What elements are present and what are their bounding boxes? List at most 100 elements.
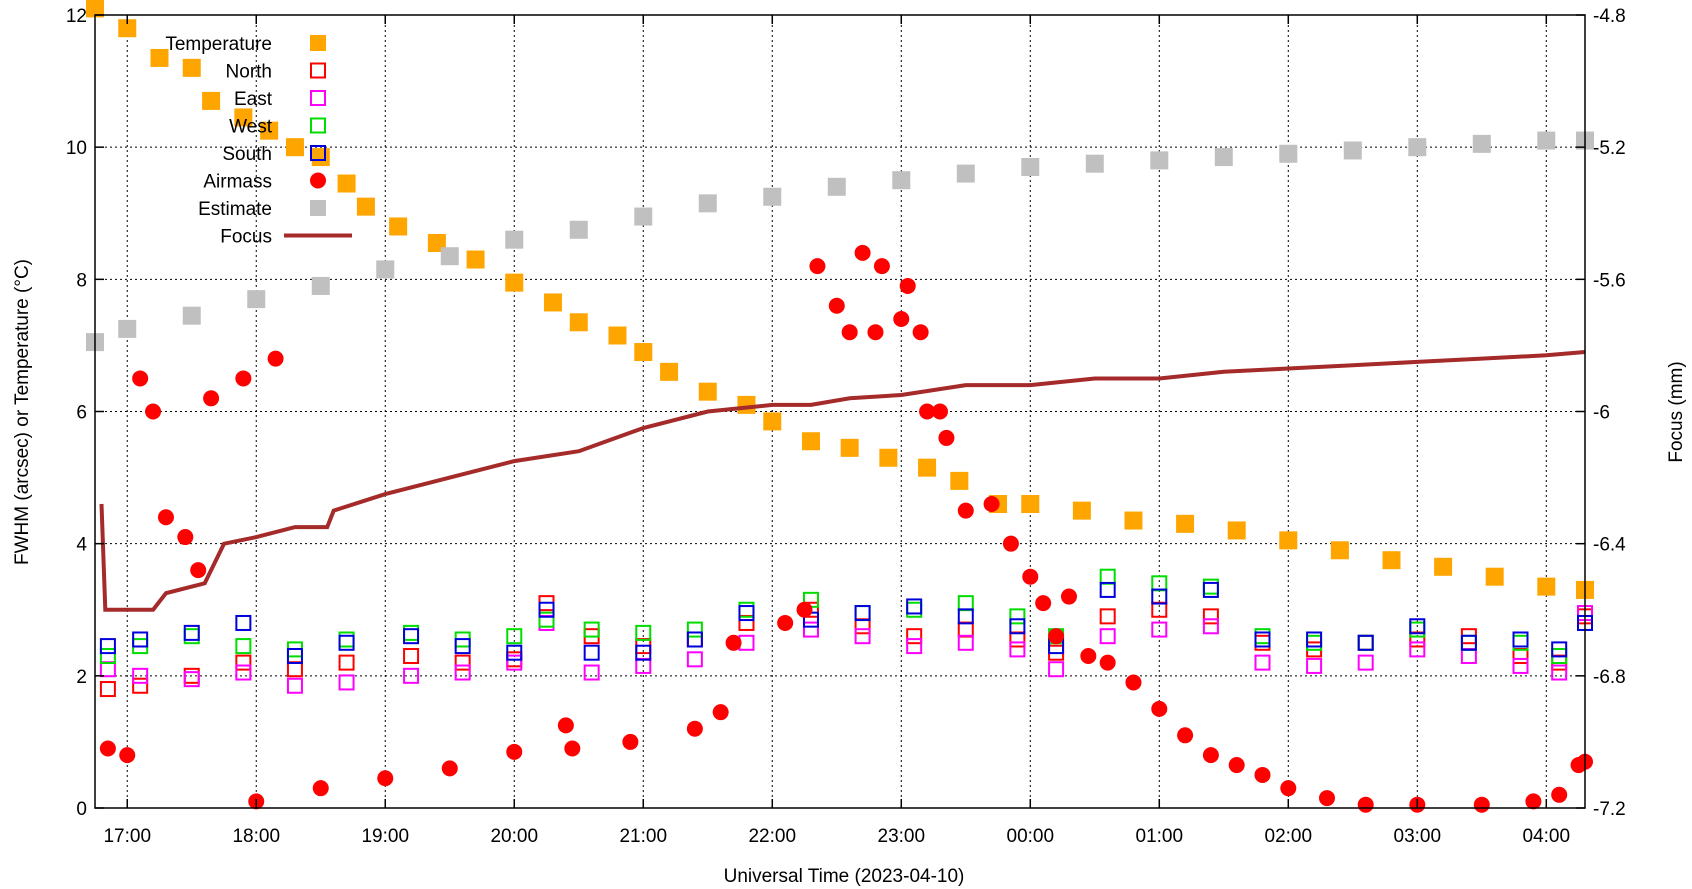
north-point <box>1357 634 1374 651</box>
south-point <box>686 631 703 648</box>
west-point <box>738 601 755 618</box>
temperature-point <box>1227 521 1246 540</box>
x-tick-label: 18:00 <box>232 826 280 847</box>
south-point <box>338 634 355 651</box>
x-tick-label: 03:00 <box>1394 826 1442 847</box>
temperature-point <box>1537 577 1556 596</box>
x-tick-label: 01:00 <box>1136 826 1184 847</box>
west-point <box>583 621 600 638</box>
legend-label: West <box>229 117 273 138</box>
airmass-point <box>899 277 916 294</box>
legend-swatch <box>310 172 326 189</box>
temperature-point <box>660 362 679 381</box>
legend-item-estimate: Estimate <box>198 199 326 220</box>
north-point <box>403 648 420 665</box>
airmass-point <box>931 403 948 420</box>
airmass-point <box>1048 628 1065 645</box>
south-point <box>1202 581 1219 598</box>
airmass-point <box>1280 780 1297 797</box>
temperature-point <box>1279 531 1298 550</box>
airmass-point <box>1035 595 1052 612</box>
temperature-point <box>234 108 253 127</box>
north-point <box>1099 608 1116 625</box>
airmass-point <box>267 350 284 367</box>
axis-ticks: 17:00 18:00 19:00 20:00 21:00 22:00 23:00 00:00… <box>66 6 1626 847</box>
temperature-point <box>840 438 859 457</box>
east-point <box>1409 641 1426 658</box>
y2-tick-label: -5.6 <box>1593 270 1626 291</box>
temperature-point <box>86 0 104 18</box>
airmass-point <box>1002 535 1019 552</box>
y2-axis-label: Focus (mm) <box>1666 361 1687 462</box>
legend-label: South <box>222 144 272 165</box>
temperature-point <box>311 148 330 167</box>
legend-swatch <box>310 200 326 216</box>
temperature-point <box>801 432 820 451</box>
south-point <box>957 608 974 625</box>
temperature-point <box>879 448 898 467</box>
west-point <box>1202 578 1219 595</box>
airmass-point <box>777 614 794 631</box>
series-focus <box>99 350 1586 612</box>
east-point <box>338 674 355 691</box>
west-point <box>338 631 355 648</box>
temperature-point <box>763 412 782 431</box>
airmass-point <box>145 403 162 420</box>
estimate-point <box>182 306 201 325</box>
temperature-point <box>918 458 937 477</box>
north-point <box>1151 601 1168 618</box>
airmass-point <box>622 733 639 750</box>
temperature-point <box>337 174 356 193</box>
temperature-point <box>1330 541 1349 560</box>
airmass-point <box>1125 674 1142 691</box>
west-point <box>1151 575 1168 592</box>
airmass-point <box>1228 757 1245 774</box>
temperature-point <box>182 58 201 77</box>
legend-item-airmass: Airmass <box>203 172 326 193</box>
west-point <box>1357 634 1374 651</box>
estimate-point <box>376 260 395 279</box>
x-tick-label: 23:00 <box>878 826 926 847</box>
west-point <box>1009 608 1026 625</box>
south-point <box>99 638 116 655</box>
south-point <box>1551 641 1568 658</box>
x-tick-label: 20:00 <box>490 826 538 847</box>
x-tick-label: 21:00 <box>619 826 667 847</box>
east-point <box>686 651 703 668</box>
south-point <box>1099 581 1116 598</box>
estimate-point <box>1021 157 1040 176</box>
temperature-point <box>1434 557 1453 576</box>
east-point <box>1357 654 1374 671</box>
east-point <box>1254 654 1271 671</box>
y2-tick-label: -6.4 <box>1593 535 1626 556</box>
y2-tick-label: -6 <box>1593 403 1610 424</box>
north-point <box>1512 648 1529 665</box>
legend-item-west: West <box>229 117 326 138</box>
estimate-point <box>118 319 137 338</box>
temperature-point <box>260 121 279 140</box>
south-point <box>454 638 471 655</box>
temperature-point <box>1176 514 1195 533</box>
temperature-point <box>505 273 524 292</box>
airmass-point <box>1551 786 1568 803</box>
y-tick-label: 0 <box>76 799 87 820</box>
airmass-point <box>686 720 703 737</box>
estimate-point <box>698 194 717 213</box>
airmass-point <box>441 760 458 777</box>
north-point <box>1202 608 1219 625</box>
estimate-point <box>1537 131 1556 150</box>
south-point <box>1306 631 1323 648</box>
north-point <box>132 677 149 694</box>
west-point <box>183 628 200 645</box>
airmass-point <box>1177 727 1194 744</box>
south-point <box>1512 631 1529 648</box>
west-point <box>854 605 871 622</box>
airmass-point <box>873 258 890 275</box>
estimate-point <box>892 171 911 190</box>
y-tick-label: 10 <box>66 138 87 159</box>
airmass-point <box>1099 654 1116 671</box>
east-point <box>1099 628 1116 645</box>
south-point <box>906 598 923 615</box>
east-point <box>1151 621 1168 638</box>
airmass-point <box>938 429 955 446</box>
